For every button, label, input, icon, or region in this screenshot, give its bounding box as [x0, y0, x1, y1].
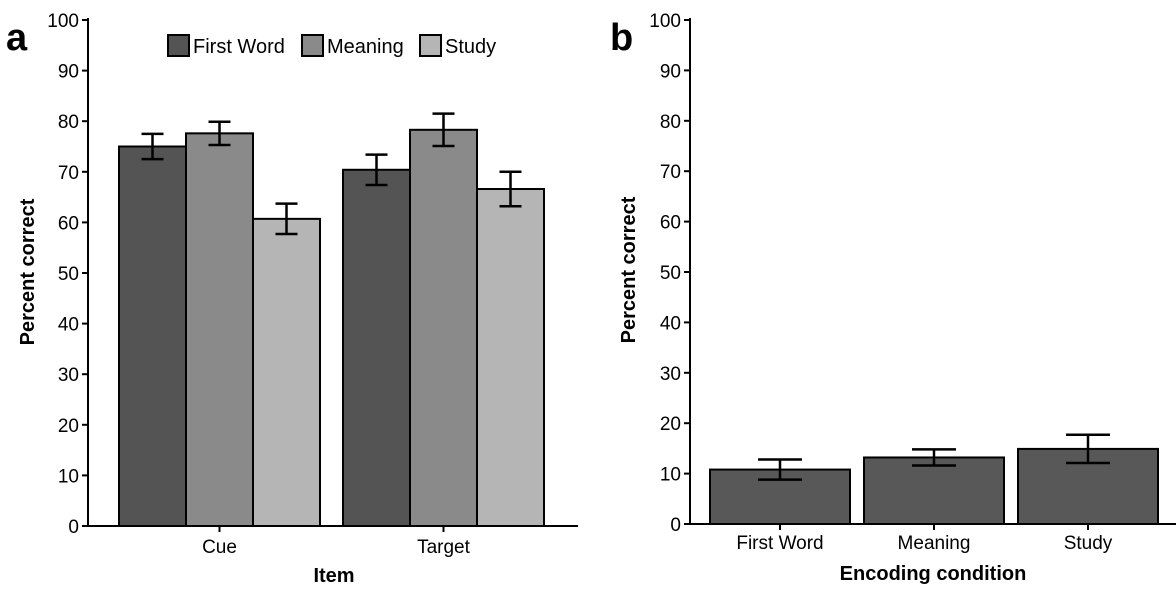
y-tick-label: 40 [660, 313, 681, 334]
panel-b-letter: b [610, 17, 633, 59]
y-tick-label: 100 [47, 11, 79, 32]
y-tick-label: 30 [58, 365, 79, 386]
y-tick-label: 50 [58, 264, 79, 285]
x-tick-label: First Word [736, 533, 823, 554]
y-tick-label: 90 [660, 61, 681, 82]
x-tick-label: Target [417, 537, 471, 558]
panel-a-x-ticks: Cue Target [202, 526, 471, 558]
bar-meaning [863, 456, 1005, 525]
x-tick-label: Meaning [898, 533, 971, 554]
panel-a-bars [118, 128, 545, 527]
legend-label-study: Study [445, 36, 496, 58]
y-tick-label: 70 [660, 162, 681, 183]
y-tick-label: 70 [58, 163, 79, 184]
y-tick-label: 90 [58, 62, 79, 83]
panel-a-y-ticks: 0 10 20 30 40 50 60 70 80 90 100 [47, 11, 88, 538]
y-tick-label: 10 [58, 466, 79, 487]
panel-b-y-ticks: 0 10 20 30 40 50 60 70 80 90 100 [649, 11, 690, 536]
bar-study-cue [252, 217, 321, 527]
y-tick-label: 80 [660, 112, 681, 133]
y-tick-label: 10 [660, 465, 681, 486]
bar-meaning-cue [185, 132, 254, 527]
legend-label-meaning: Meaning [327, 36, 404, 58]
panel-a-y-label: Percent correct [17, 198, 39, 345]
y-tick-label: 20 [58, 416, 79, 437]
y-tick-label: 80 [58, 112, 79, 133]
panel-a-legend: First Word Meaning Study [167, 34, 496, 58]
legend-label-first-word: First Word [193, 36, 285, 58]
y-tick-label: 100 [649, 11, 681, 32]
y-tick-label: 20 [660, 414, 681, 435]
y-tick-label: 60 [58, 213, 79, 234]
panel-b-x-label: Encoding condition [840, 563, 1027, 585]
legend-swatch-study [419, 34, 442, 57]
y-tick-label: 0 [68, 517, 79, 538]
y-tick-label: 40 [58, 315, 79, 336]
panel-b-error-bars [758, 433, 1110, 481]
y-tick-label: 50 [660, 263, 681, 284]
panel-b: b 0 10 20 30 40 50 60 70 80 90 100 First Word Meani… [610, 11, 1176, 585]
bar-first-word-cue [118, 145, 187, 527]
panel-a-x-label: Item [313, 565, 354, 587]
panel-a-error-bars [141, 112, 522, 236]
panel-b-y-label: Percent correct [618, 196, 640, 343]
y-tick-label: 60 [660, 213, 681, 234]
bar-study-target [476, 188, 545, 527]
panel-b-x-ticks: First Word Meaning Study [736, 524, 1113, 554]
y-tick-label: 30 [660, 364, 681, 385]
y-tick-label: 0 [670, 515, 681, 536]
legend-swatch-first-word [167, 34, 190, 57]
panel-a-letter: a [6, 17, 28, 59]
x-tick-label: Study [1064, 533, 1113, 554]
legend-swatch-meaning [301, 34, 324, 57]
bar-meaning-target [409, 128, 478, 527]
x-tick-label: Cue [202, 537, 237, 558]
bar-first-word-target [342, 168, 411, 527]
